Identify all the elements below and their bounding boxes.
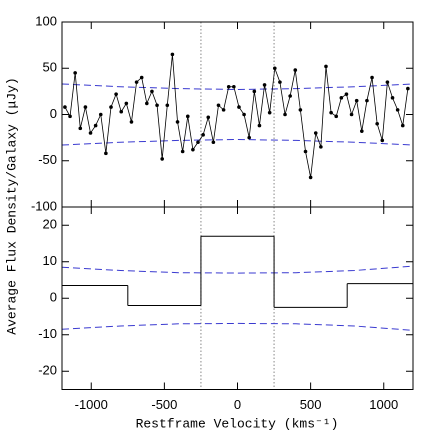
plot-frame bbox=[61, 21, 414, 208]
data-point bbox=[283, 112, 287, 117]
noise-envelope bbox=[61, 322, 414, 331]
data-point bbox=[339, 96, 344, 100]
data-point bbox=[395, 108, 400, 112]
data-point bbox=[211, 140, 216, 145]
data-point bbox=[104, 151, 108, 156]
plot-frame bbox=[61, 206, 414, 390]
data-point bbox=[78, 126, 83, 131]
data-point bbox=[114, 92, 118, 96]
y-tick-label: -20 bbox=[38, 363, 57, 378]
data-point bbox=[175, 120, 180, 124]
data-point bbox=[380, 138, 385, 143]
noise-envelope bbox=[61, 138, 414, 146]
data-point bbox=[129, 120, 134, 124]
data-point bbox=[349, 112, 354, 117]
data-point bbox=[206, 115, 211, 120]
data-point bbox=[334, 114, 339, 119]
x-tick-label: -500 bbox=[151, 397, 177, 412]
data-point bbox=[185, 114, 190, 119]
data-point bbox=[278, 80, 282, 84]
data-point bbox=[98, 112, 103, 117]
y-tick-label: 50 bbox=[43, 60, 57, 75]
data-point bbox=[365, 98, 369, 103]
data-line bbox=[64, 54, 409, 178]
data-point bbox=[400, 123, 405, 128]
data-point bbox=[196, 140, 200, 145]
data-point bbox=[237, 105, 241, 109]
data-point bbox=[109, 105, 113, 109]
data-point bbox=[308, 175, 313, 180]
data-point bbox=[160, 157, 164, 161]
data-point bbox=[329, 110, 333, 115]
data-point bbox=[293, 68, 298, 72]
data-point bbox=[68, 114, 72, 119]
data-point bbox=[201, 133, 205, 137]
data-point bbox=[385, 80, 390, 84]
data-point bbox=[354, 98, 359, 103]
data-point bbox=[257, 123, 262, 128]
data-point bbox=[390, 96, 395, 100]
data-point bbox=[313, 131, 318, 135]
data-point bbox=[247, 135, 251, 140]
y-tick-label: 0 bbox=[50, 290, 57, 305]
data-point bbox=[375, 121, 379, 126]
data-point bbox=[191, 147, 195, 152]
noise-envelope bbox=[61, 83, 414, 91]
data-point bbox=[252, 89, 257, 94]
data-point bbox=[88, 131, 93, 135]
data-point bbox=[216, 103, 221, 108]
data-point bbox=[226, 84, 231, 89]
y-tick-label: -50 bbox=[38, 152, 57, 167]
data-point bbox=[262, 83, 267, 87]
x-tick-label: 500 bbox=[300, 397, 322, 412]
data-point bbox=[134, 80, 139, 84]
y-axis-label: Average Flux Density/Galaxy (μJy) bbox=[4, 77, 19, 334]
data-point bbox=[288, 94, 292, 98]
data-point bbox=[145, 101, 149, 106]
data-point bbox=[360, 129, 364, 133]
y-tick-label: -10 bbox=[38, 326, 57, 341]
data-point bbox=[139, 75, 144, 80]
data-point bbox=[73, 71, 77, 75]
y-tick-label: 20 bbox=[43, 217, 57, 232]
data-point bbox=[370, 75, 374, 80]
data-point bbox=[232, 84, 236, 89]
data-point bbox=[93, 123, 98, 128]
data-point bbox=[242, 112, 246, 117]
data-point bbox=[119, 109, 124, 114]
data-point bbox=[150, 89, 154, 94]
y-tick-label: -100 bbox=[31, 198, 57, 213]
data-point bbox=[63, 105, 67, 109]
x-tick-label: 1000 bbox=[369, 397, 398, 412]
data-point bbox=[272, 66, 277, 71]
data-point bbox=[298, 108, 303, 112]
data-point bbox=[221, 108, 226, 112]
data-point bbox=[124, 101, 129, 106]
noise-envelope bbox=[61, 265, 414, 274]
data-point bbox=[319, 145, 323, 149]
data-point bbox=[406, 86, 410, 91]
data-point bbox=[155, 103, 159, 108]
y-tick-label: 10 bbox=[43, 253, 57, 268]
x-axis-label: Restframe Velocity (kms⁻¹) bbox=[136, 416, 339, 431]
y-tick-label: 0 bbox=[50, 106, 57, 121]
y-tick-label: 100 bbox=[35, 13, 57, 28]
data-point bbox=[180, 149, 185, 154]
data-point bbox=[170, 52, 175, 57]
x-tick-label: 0 bbox=[234, 397, 241, 412]
data-point bbox=[324, 64, 328, 69]
data-point bbox=[165, 103, 170, 108]
data-point bbox=[83, 105, 88, 109]
data-point bbox=[267, 110, 272, 115]
x-tick-label: -1000 bbox=[75, 397, 108, 412]
data-point bbox=[303, 149, 308, 154]
data-point bbox=[344, 92, 349, 96]
